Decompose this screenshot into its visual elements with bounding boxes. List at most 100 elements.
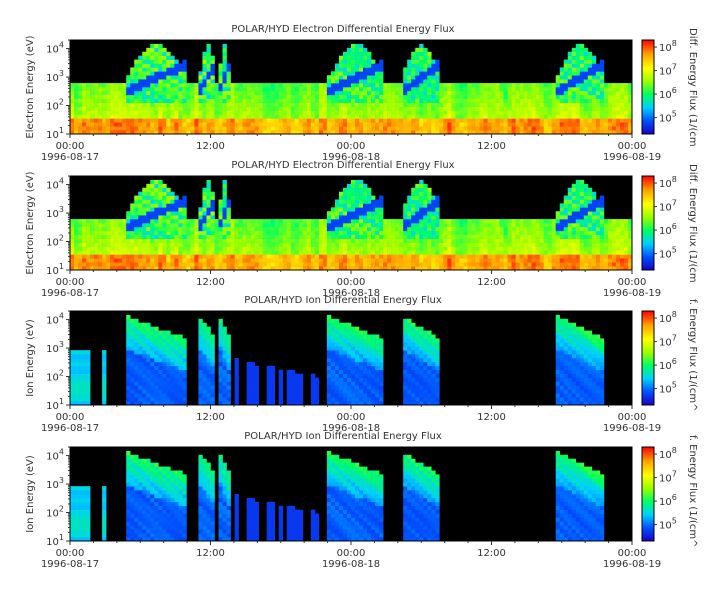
heatmap-cell [138,98,143,103]
heatmap-cell [146,238,151,243]
heatmap-cell [483,250,488,255]
heatmap-cell [435,266,440,271]
heatmap-cell [70,354,75,359]
heatmap-cell [615,122,621,127]
heatmap-cell [511,238,516,243]
heatmap-cell [346,223,352,228]
heatmap-cell [150,389,155,394]
heatmap-cell [310,250,316,255]
heatmap-cell [230,110,235,115]
heatmap-cell [415,226,420,232]
heatmap-cell [567,79,573,84]
heatmap-cell [74,83,79,88]
spectrogram-panel-1: POLAR/HYD Electron Differential Energy F… [25,24,698,163]
heatmap-cell [94,122,99,127]
heatmap-cell [298,242,304,247]
heatmap-cell [298,90,304,96]
heatmap-cell [110,98,115,103]
heatmap-cell [130,98,135,103]
heatmap-cell [174,401,179,406]
heatmap-cell [134,354,139,359]
heatmap-cell [130,122,135,127]
heatmap-cell [126,342,131,347]
heatmap-cell [459,242,464,247]
heatmap-cell [242,126,247,131]
heatmap-cell [567,110,573,115]
heatmap-cell [206,59,211,64]
heatmap-cell [411,246,416,251]
heatmap-cell [126,122,131,127]
heatmap-cell [499,106,504,111]
heatmap-cell [322,246,328,251]
heatmap-cell [439,230,444,236]
heatmap-cell [186,118,191,123]
heatmap-cell [166,130,171,135]
heatmap-cell [258,230,263,236]
heatmap-cell [563,254,569,259]
heatmap-cell [218,242,223,247]
heatmap-cell [98,126,103,131]
heatmap-cell [511,106,516,111]
heatmap-cell [250,126,255,131]
heatmap-cell [294,242,300,247]
heatmap-cell [399,90,404,96]
heatmap-cell [202,226,207,232]
heatmap-cell [310,90,316,96]
heatmap-cell [338,219,344,224]
heatmap-cell [611,234,617,239]
heatmap-cell [615,226,621,232]
heatmap-cell [226,207,231,212]
heatmap-cell [330,246,336,251]
heatmap-cell [206,246,211,251]
heatmap-cell [527,110,532,115]
heatmap-cell [130,75,135,80]
heatmap-cell [282,238,288,243]
heatmap-cell [210,83,215,88]
heatmap-cell [611,266,617,271]
heatmap-cell [74,226,79,232]
heatmap-cell [411,234,416,239]
heatmap-cell [110,250,115,255]
heatmap-cell [266,98,272,103]
heatmap-cell [74,266,79,271]
heatmap-cell [198,75,203,80]
heatmap-cell [306,87,312,92]
heatmap-cell [531,98,536,103]
heatmap-cell [423,230,428,236]
heatmap-cell [162,266,167,271]
heatmap-cell [471,242,476,247]
heatmap-cell [98,219,103,224]
heatmap-cell [158,254,163,259]
heatmap-cell [367,199,372,204]
heatmap-cell [82,358,87,363]
heatmap-cell [278,94,284,100]
heatmap-cell [330,106,336,111]
heatmap-cell [130,381,135,386]
heatmap-cell [355,242,360,247]
heatmap-cell [238,246,243,251]
heatmap-cell [82,230,87,236]
heatmap-cell [114,83,119,88]
heatmap-cell [583,223,589,228]
heatmap-cell [475,122,480,127]
heatmap-cell [214,230,219,236]
heatmap-cell [74,110,79,115]
heatmap-cell [226,75,231,80]
heatmap-cell [126,87,131,92]
heatmap-cell [306,114,312,119]
heatmap-cell [202,102,207,107]
heatmap-cell [210,55,215,60]
heatmap-cell [294,83,300,88]
heatmap-cell [166,346,171,351]
heatmap-cell [411,87,416,92]
heatmap-cell [603,258,609,263]
heatmap-cell [527,230,532,236]
heatmap-cell [399,262,404,267]
heatmap-cell [455,114,460,119]
heatmap-cell [326,110,332,115]
heatmap-cell [551,118,557,123]
heatmap-cell [82,122,87,127]
heatmap-cell [531,219,536,224]
heatmap-cell [567,203,573,208]
heatmap-cell [459,114,464,119]
